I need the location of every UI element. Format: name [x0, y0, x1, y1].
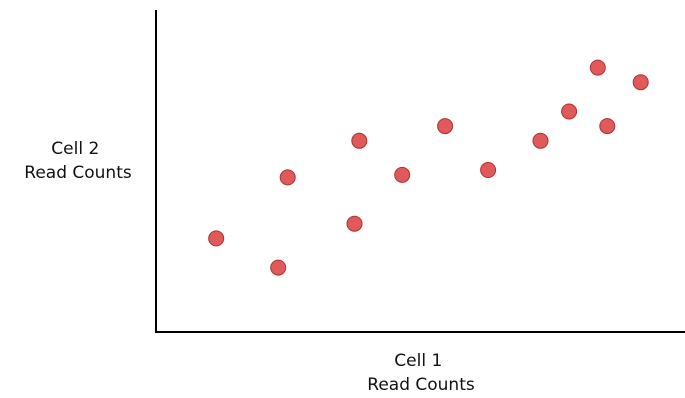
data-point-1: [208, 230, 225, 247]
data-point-3: [279, 169, 296, 186]
data-point-7: [437, 118, 454, 135]
data-points: [208, 59, 649, 276]
data-point-6: [394, 166, 411, 183]
data-point-11: [589, 59, 606, 76]
data-point-5: [351, 132, 368, 149]
data-point-2: [270, 259, 287, 276]
x-axis-label-line-2: Read Counts: [367, 375, 475, 395]
x-axis-label: Cell 1 Read Counts: [367, 351, 475, 395]
x-axis-label-line-1: Cell 1: [394, 351, 442, 371]
data-point-10: [561, 103, 578, 120]
data-point-12: [599, 118, 616, 135]
y-axis-label: Cell 2 Read Counts: [24, 139, 132, 183]
plot-area: [155, 10, 685, 333]
data-point-13: [632, 74, 649, 91]
data-point-4: [346, 215, 363, 232]
data-point-9: [532, 132, 549, 149]
y-axis-label-line-1: Cell 2: [51, 139, 99, 159]
data-point-8: [480, 162, 497, 178]
y-axis-label-line-2: Read Counts: [24, 163, 132, 183]
